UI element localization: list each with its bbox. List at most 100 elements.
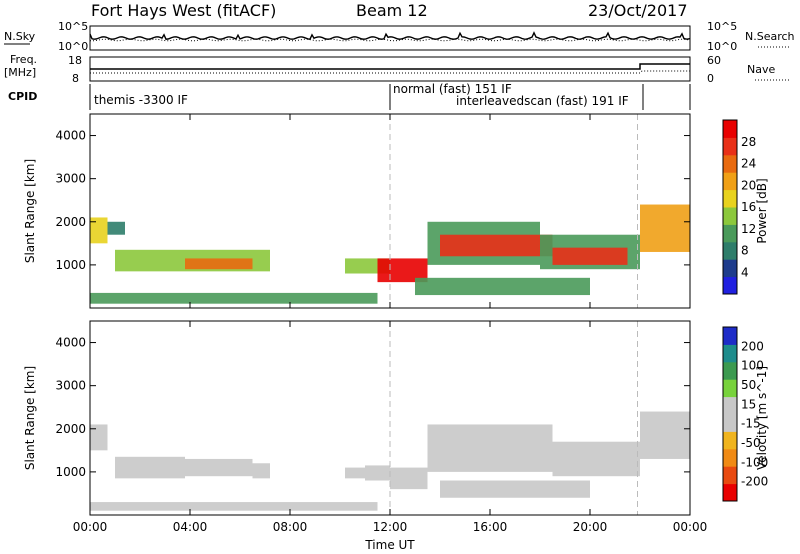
nave-label: Nave <box>747 63 775 76</box>
colorbar-tick-label: 12 <box>741 222 756 236</box>
nsky-trace <box>89 31 691 40</box>
x-tick-label: 00:00 <box>673 520 708 534</box>
colorbar-swatch <box>723 137 737 156</box>
heatmap-band <box>107 221 125 235</box>
x-tick-label: 04:00 <box>173 520 208 534</box>
colorbar-tick-label: -50 <box>741 436 761 450</box>
heatmap-band <box>440 480 590 498</box>
nsky-tick-bottom: 10^0 <box>58 40 88 53</box>
y-tick-label: 3000 <box>55 172 86 186</box>
velocity-ylabel: Slant Range [km] <box>23 366 37 470</box>
heatmap-band <box>90 217 108 244</box>
nave-tick-bottom: 0 <box>707 72 714 85</box>
x-tick-label: 08:00 <box>273 520 308 534</box>
heatmap-band <box>90 292 378 304</box>
x-tick-label: 00:00 <box>73 520 108 534</box>
nsearch-tick-top: 10^5 <box>707 20 737 33</box>
colorbar-swatch <box>723 448 737 467</box>
heatmap-band <box>552 441 640 477</box>
colorbar-swatch <box>723 466 737 485</box>
heatmap-band <box>115 456 185 479</box>
heatmap-band <box>640 411 690 459</box>
colorbar-swatch <box>723 379 737 398</box>
cpid-third: interleavedscan (fast) 191 IF <box>456 94 629 108</box>
colorbar-tick-label: 100 <box>741 359 764 373</box>
nave-trace <box>90 70 690 74</box>
heatmap-band <box>185 258 253 270</box>
heatmap-band <box>415 277 590 296</box>
y-tick-label: 2000 <box>55 422 86 436</box>
heatmap-band <box>252 463 270 479</box>
colorbar-swatch <box>723 172 737 191</box>
heatmap-band <box>440 234 553 257</box>
nave-tick-top: 60 <box>707 54 721 67</box>
y-tick-label: 4000 <box>55 336 86 350</box>
y-tick-label: 1000 <box>55 465 86 479</box>
velocity-colorbar: -200 -100 -50 -15 15 50 100 200 <box>722 326 768 502</box>
colorbar-swatch <box>723 207 737 225</box>
x-tick-label: 12:00 <box>373 520 408 534</box>
nsky-label: N.Sky <box>4 30 36 43</box>
nsearch-tick-bottom: 10^0 <box>707 40 737 53</box>
colorbar-swatch <box>723 344 737 363</box>
y-tick-label: 3000 <box>55 379 86 393</box>
freq-trace <box>90 63 690 70</box>
nsearch-trace <box>89 38 691 42</box>
power-heatmap-cells <box>90 114 690 308</box>
colorbar-frame <box>722 326 738 502</box>
power-panel: Slant Range [km] 1000 2000 3000 4000 4 8 12 16… <box>23 113 769 309</box>
velocity-axes: 00:00 04:00 08:00 12:00 16:00 20:00 00:00 1000 2… <box>55 321 707 534</box>
colorbar-tick-label: 15 <box>741 397 756 411</box>
velocity-heatmap-cells <box>90 321 690 515</box>
colorbar-frame <box>722 119 738 295</box>
colorbar-tick-label: 8 <box>741 244 749 258</box>
cpid-first: themis -3300 IF <box>94 93 188 107</box>
velocity-colorbar-label: Velocity [m s^-1] <box>755 366 769 470</box>
cpid-second: normal (fast) 151 IF <box>393 82 512 96</box>
colorbar-swatch <box>723 259 737 278</box>
freq-label-1: Freq. <box>10 53 37 66</box>
colorbar-tick-label: 16 <box>741 200 756 214</box>
colorbar-swatch <box>723 327 737 345</box>
station-title: Fort Hays West (fitACF) <box>91 1 276 20</box>
freq-label-2: [MHz] <box>4 66 36 79</box>
colorbar-swatch <box>723 361 737 380</box>
colorbar-swatch <box>723 120 737 138</box>
colorbar-tick-label: 24 <box>741 157 756 171</box>
noise-strip-frame <box>89 25 691 51</box>
y-tick-label: 2000 <box>55 215 86 229</box>
y-tick-label: 4000 <box>55 129 86 143</box>
heatmap-band <box>390 467 428 490</box>
colorbar-swatch <box>723 414 737 432</box>
heatmap-band <box>365 465 390 481</box>
power-ylabel: Slant Range [km] <box>23 159 37 263</box>
velocity-panel: Slant Range [km] 00:00 04:00 08:00 12:00 16:… <box>23 320 769 534</box>
colorbar-tick-label: 4 <box>741 265 749 279</box>
cpid-label: CPID <box>8 90 37 103</box>
colorbar-swatch <box>723 483 737 502</box>
colorbar-swatch <box>723 154 737 173</box>
colorbar-tick-label: -15 <box>741 417 761 431</box>
noise-strip: N.Sky 10^5 10^0 10^5 10^0 N.Search <box>4 20 795 53</box>
heatmap-band <box>345 467 365 479</box>
colorbar-swatch <box>723 396 737 415</box>
power-axes: 1000 2000 3000 4000 <box>55 114 691 308</box>
colorbar-tick-label: -100 <box>741 455 768 469</box>
heatmap-band <box>90 424 108 451</box>
colorbar-tick-label: 20 <box>741 178 756 192</box>
heatmap-band <box>552 247 628 265</box>
nsearch-label: N.Search <box>745 30 795 43</box>
freq-strip: Freq. [MHz] 18 8 60 0 Nave <box>4 53 790 85</box>
power-colorbar: 4 8 12 16 20 24 28 <box>722 119 756 295</box>
heatmap-band <box>427 424 553 472</box>
colorbar-swatch <box>723 431 737 450</box>
beam-title: Beam 12 <box>356 1 428 20</box>
colorbar-tick-label: 50 <box>741 378 756 392</box>
y-tick-label: 1000 <box>55 258 86 272</box>
cpid-strip: CPID themis -3300 IF normal (fast) 151 I… <box>8 82 691 110</box>
freq-tick-bottom: 8 <box>72 72 79 85</box>
colorbar-swatch <box>723 276 737 295</box>
freq-tick-top: 18 <box>68 54 82 67</box>
colorbar-tick-label: 28 <box>741 135 756 149</box>
